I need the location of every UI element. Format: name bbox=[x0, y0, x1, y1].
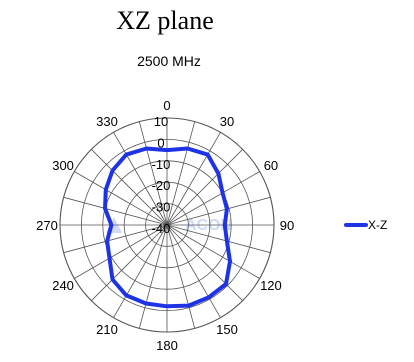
grid-spoke bbox=[166, 224, 243, 301]
series-x-z-point bbox=[125, 153, 128, 156]
series-layer bbox=[103, 146, 232, 309]
grid-spoke bbox=[63, 196, 168, 226]
series-x-z-point bbox=[110, 224, 113, 226]
angle-tick-label: 150 bbox=[216, 322, 238, 337]
series-x-z-point bbox=[221, 192, 224, 194]
grid-spoke bbox=[166, 196, 271, 226]
series-x-z-point bbox=[104, 207, 106, 210]
chart-heading: XZ plane bbox=[116, 6, 214, 35]
radial-tick-label: -30 bbox=[152, 200, 171, 215]
grid-spoke bbox=[138, 224, 168, 329]
radial-tick-labels: 10 0 -10 -20 -30 -40 bbox=[152, 114, 171, 236]
grid-spoke bbox=[74, 171, 168, 226]
series-x-z-point bbox=[187, 304, 190, 307]
angle-tick-label: 330 bbox=[96, 114, 118, 129]
chart-subtitle: 2500 MHz bbox=[137, 53, 201, 69]
series-x-z-point bbox=[226, 240, 228, 242]
angle-tick-label: 30 bbox=[220, 114, 234, 129]
series-x-z-point bbox=[186, 147, 189, 150]
angle-tick-label: 240 bbox=[52, 278, 74, 293]
watermark-text: ACON bbox=[185, 217, 232, 234]
polar-grid bbox=[59, 117, 275, 333]
angle-tick-label: 300 bbox=[52, 158, 74, 173]
angle-tick-label: 270 bbox=[36, 218, 58, 233]
series-x-z-point bbox=[125, 294, 128, 297]
grid-spoke bbox=[63, 224, 168, 254]
series-x-z-point bbox=[106, 240, 108, 242]
radial-tick-label: -20 bbox=[152, 178, 171, 193]
grid-spoke bbox=[166, 121, 196, 226]
grid-spoke bbox=[166, 171, 260, 226]
grid-spoke bbox=[113, 224, 168, 318]
grid-spoke bbox=[91, 149, 168, 226]
angle-tick-labels: 0 30 60 90 120 150 180 210 240 270 300 330 bbox=[36, 98, 294, 353]
grid-spoke bbox=[166, 224, 271, 254]
radial-tick-label: -40 bbox=[152, 221, 171, 236]
grid-spoke bbox=[166, 149, 243, 226]
radial-tick-label: 0 bbox=[157, 135, 164, 150]
series-x-z-point bbox=[223, 224, 226, 226]
legend: X-Z bbox=[344, 218, 387, 232]
grid-spoke bbox=[166, 132, 221, 226]
grid-spoke bbox=[166, 224, 221, 318]
series-x-z-point bbox=[105, 188, 107, 191]
angle-tick-label: 120 bbox=[260, 278, 282, 293]
grid-spoke bbox=[91, 224, 168, 301]
angle-tick-label: 0 bbox=[163, 98, 170, 113]
series-x-z-point bbox=[111, 169, 114, 172]
series-x-z-point bbox=[225, 283, 227, 285]
radial-tick-label: -10 bbox=[152, 157, 171, 172]
grid-spoke bbox=[113, 132, 168, 226]
series-x-z-point bbox=[166, 149, 168, 151]
grid-spoke bbox=[166, 224, 196, 329]
series-x-z-point bbox=[166, 305, 168, 308]
grid-spoke bbox=[74, 224, 168, 279]
series-x-z-point bbox=[108, 257, 111, 259]
radial-tick-label: 10 bbox=[154, 114, 168, 129]
angle-tick-label: 180 bbox=[156, 338, 178, 353]
angle-tick-label: 60 bbox=[264, 158, 278, 173]
series-x-z-point bbox=[145, 147, 148, 150]
grid-spoke bbox=[166, 224, 260, 279]
angle-tick-label: 90 bbox=[280, 218, 294, 233]
angle-tick-label: 210 bbox=[96, 322, 118, 337]
series-x-z-point bbox=[226, 208, 228, 210]
grid-spoke bbox=[138, 121, 168, 226]
series-x-z-point bbox=[229, 260, 231, 263]
legend-label-x-z: X-Z bbox=[368, 218, 387, 232]
series-x-z-point bbox=[145, 302, 147, 305]
series-x-z-point bbox=[206, 153, 209, 156]
series-x-z-point bbox=[207, 296, 210, 299]
series-x-z-point bbox=[111, 278, 114, 281]
series-x-z-point bbox=[217, 172, 220, 175]
